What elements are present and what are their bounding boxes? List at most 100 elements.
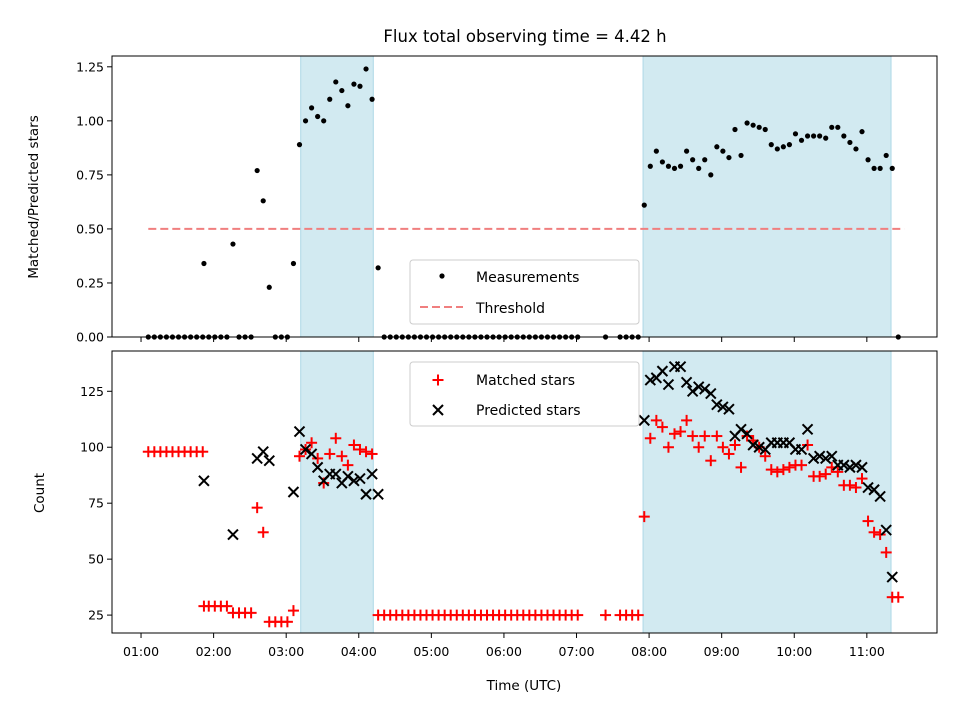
cross-stroke-b bbox=[662, 378, 675, 391]
cross-stroke-b bbox=[263, 454, 275, 467]
measurement-point bbox=[835, 124, 841, 130]
measurement-point bbox=[702, 157, 708, 163]
cross-stroke-b bbox=[723, 403, 735, 415]
predicted-star-point bbox=[686, 385, 699, 397]
top-axes: 0.00 0.25 0.50 0.75 1.00 1.25 bbox=[76, 59, 868, 345]
predicted-star-point bbox=[753, 441, 765, 453]
predicted-star-point bbox=[741, 428, 753, 440]
predicted-star-point bbox=[807, 452, 820, 465]
matched-star-point bbox=[820, 468, 832, 480]
predicted-star-point bbox=[880, 524, 892, 536]
cross-stroke-b bbox=[856, 461, 868, 474]
predicted-star-point bbox=[257, 446, 269, 458]
measurement-point bbox=[230, 241, 236, 247]
cross-stroke-b bbox=[305, 448, 318, 460]
matched-star-point bbox=[874, 529, 886, 541]
measurement-point bbox=[708, 172, 714, 178]
predicted-star-point bbox=[692, 381, 705, 393]
bottom-shaded-intervals bbox=[300, 350, 892, 634]
ratio-panel: 0.00 0.25 0.50 0.75 1.00 1.25 Matched/Predict… bbox=[26, 55, 938, 345]
predicted-star-point bbox=[795, 443, 808, 456]
matched-star-point bbox=[306, 437, 318, 449]
cross-stroke-b bbox=[705, 387, 717, 400]
measurement-point bbox=[883, 152, 889, 159]
measurement-point bbox=[302, 118, 309, 124]
measurement-point bbox=[762, 126, 768, 133]
measurement-point bbox=[690, 157, 696, 163]
cross-stroke-b bbox=[807, 452, 820, 465]
measurement-point bbox=[375, 265, 381, 271]
legend-plus bbox=[432, 374, 444, 386]
predicted-star-point bbox=[856, 461, 868, 474]
shaded-interval bbox=[642, 55, 892, 338]
measurement-point bbox=[726, 154, 732, 161]
cross-stroke-b bbox=[198, 475, 210, 487]
matched-star-point bbox=[245, 607, 257, 619]
bottom-axes: 25 50 75 100 125 01:00 02:00 03:00 04:00 05:00 06:… bbox=[80, 384, 885, 659]
matched-star-points bbox=[142, 414, 904, 628]
predicted-star-point bbox=[662, 378, 675, 391]
cross-stroke-b bbox=[342, 470, 354, 483]
matched-star-point bbox=[251, 502, 263, 514]
top-legend: Measurements Threshold bbox=[409, 259, 640, 325]
measurement-point bbox=[738, 152, 744, 159]
legend-predicted-label: Predicted stars bbox=[476, 403, 581, 419]
matched-star-point bbox=[330, 432, 342, 444]
legend-measurement-marker bbox=[439, 273, 445, 279]
bottom-y-axis-label: Count bbox=[32, 473, 48, 513]
x-tick-label: 02:00 bbox=[196, 644, 232, 659]
matched-star-point bbox=[342, 459, 354, 471]
top-legend-box bbox=[409, 259, 640, 325]
matched-star-point bbox=[717, 441, 729, 453]
predicted-star-point bbox=[747, 439, 759, 451]
measurement-point bbox=[653, 148, 659, 154]
predicted-star-point bbox=[638, 414, 650, 427]
cross-stroke-b bbox=[820, 452, 832, 465]
y-tick-label: 0.00 bbox=[76, 330, 104, 345]
cross-stroke-b bbox=[717, 401, 729, 413]
predicted-star-point bbox=[723, 403, 735, 415]
matched-star-point bbox=[796, 459, 808, 471]
matched-star-point bbox=[844, 479, 856, 491]
predicted-star-point bbox=[299, 443, 312, 456]
measurement-point bbox=[339, 87, 345, 94]
matched-star-point bbox=[699, 430, 711, 442]
cross-stroke-b bbox=[348, 475, 360, 487]
matched-star-point bbox=[600, 609, 612, 621]
cross-stroke-b bbox=[699, 383, 711, 395]
predicted-star-point bbox=[372, 488, 384, 500]
matched-star-point bbox=[681, 414, 693, 426]
cross-stroke-b bbox=[692, 381, 705, 393]
matched-star-point bbox=[705, 455, 717, 467]
matched-star-point bbox=[354, 443, 366, 455]
legend-matched-marker bbox=[432, 374, 444, 386]
measurement-point bbox=[889, 165, 895, 171]
matched-star-point bbox=[892, 591, 904, 603]
bottom-legend: Matched stars Predicted stars bbox=[409, 361, 640, 427]
matched-star-point bbox=[312, 452, 324, 464]
cross-stroke-b bbox=[813, 450, 826, 462]
measurement-point bbox=[671, 165, 678, 171]
x-tick-label: 06:00 bbox=[486, 644, 522, 659]
y-tick-label: 1.25 bbox=[76, 59, 104, 74]
legend-threshold-label: Threshold bbox=[475, 301, 545, 317]
predicted-star-point bbox=[862, 481, 874, 494]
predicted-star-point bbox=[311, 461, 324, 474]
measurement-point bbox=[720, 148, 726, 154]
predicted-star-point bbox=[874, 490, 886, 503]
cross-stroke-b bbox=[868, 484, 880, 496]
top-y-axis-label: Matched/Predicted stars bbox=[26, 115, 42, 278]
matched-star-point bbox=[669, 428, 680, 440]
measurement-point bbox=[683, 148, 690, 154]
legend-predicted-marker bbox=[432, 404, 444, 416]
measurement-point bbox=[817, 133, 823, 139]
measurement-point bbox=[641, 202, 647, 208]
predicted-star-point bbox=[674, 360, 687, 373]
matched-star-point bbox=[197, 446, 209, 458]
cross-stroke-b bbox=[735, 423, 747, 436]
predicted-star-point bbox=[342, 470, 354, 483]
matched-star-point bbox=[656, 421, 668, 433]
measurement-point bbox=[357, 83, 363, 89]
measurement-point bbox=[829, 124, 835, 130]
measurement-point bbox=[333, 79, 339, 85]
